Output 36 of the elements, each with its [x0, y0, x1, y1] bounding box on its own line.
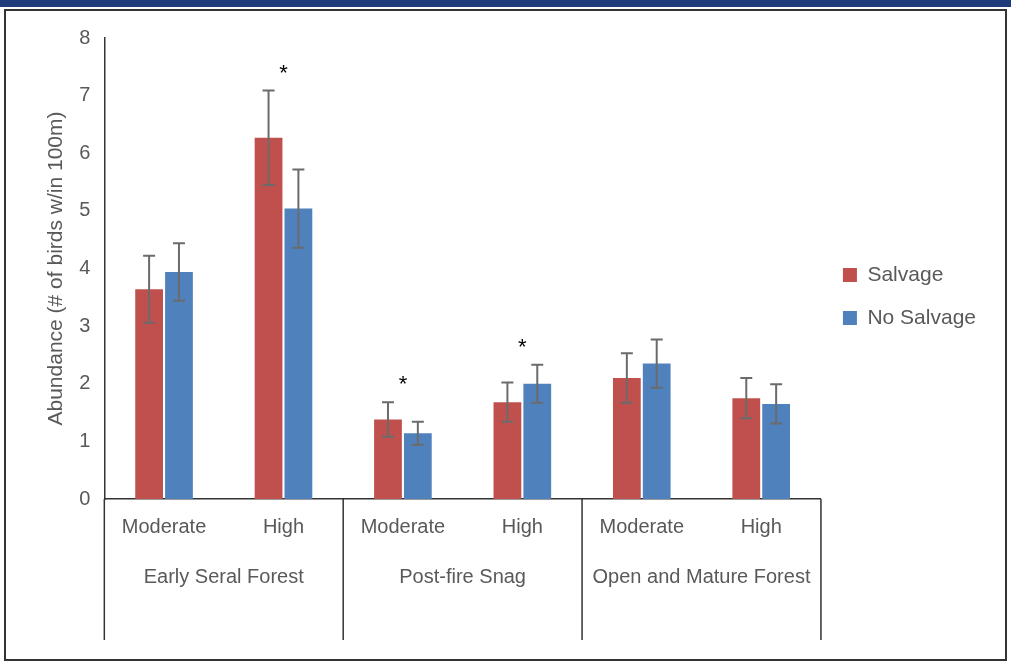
bar — [403, 433, 432, 499]
bar — [493, 402, 522, 499]
text: Early Seral Forest — [143, 564, 305, 587]
data-label: * — [398, 371, 408, 397]
y-tick-label: 3 — [79, 313, 91, 336]
legend-label: Salvage — [867, 261, 944, 285]
x-tick-label: High — [740, 514, 782, 537]
bar — [612, 377, 641, 499]
bar — [762, 403, 791, 499]
y-tick-label: 8 — [79, 25, 91, 48]
text: Open and Mature Forest — [592, 564, 811, 587]
bar — [284, 208, 313, 499]
data-label: * — [279, 59, 289, 85]
y-axis-title: Abundance (# of birds w/in 100m) — [43, 111, 67, 426]
bar — [374, 419, 402, 499]
bar — [642, 363, 671, 499]
y-tick-label: 6 — [79, 140, 91, 163]
bar — [135, 289, 163, 499]
x-tick-label: Moderate — [360, 514, 446, 537]
x-tick-label: High — [501, 514, 543, 537]
bar — [254, 137, 283, 499]
text: Post-fire Snag — [399, 564, 526, 587]
y-tick-label: 2 — [79, 371, 91, 394]
y-tick-label: 0 — [79, 486, 91, 509]
legend-label: No Salvage — [867, 304, 977, 328]
x-tick-label: High — [262, 514, 305, 537]
y-tick-label: 5 — [79, 198, 91, 221]
bar — [523, 383, 552, 499]
y-tick-label: 7 — [79, 83, 91, 106]
y-tick-label: 4 — [79, 256, 91, 279]
data-label: * — [518, 333, 528, 359]
bar — [165, 271, 193, 499]
y-tick-label: 1 — [79, 428, 91, 451]
x-tick-label: Moderate — [599, 514, 685, 537]
x-tick-label: Moderate — [121, 514, 207, 537]
bar — [732, 398, 761, 499]
